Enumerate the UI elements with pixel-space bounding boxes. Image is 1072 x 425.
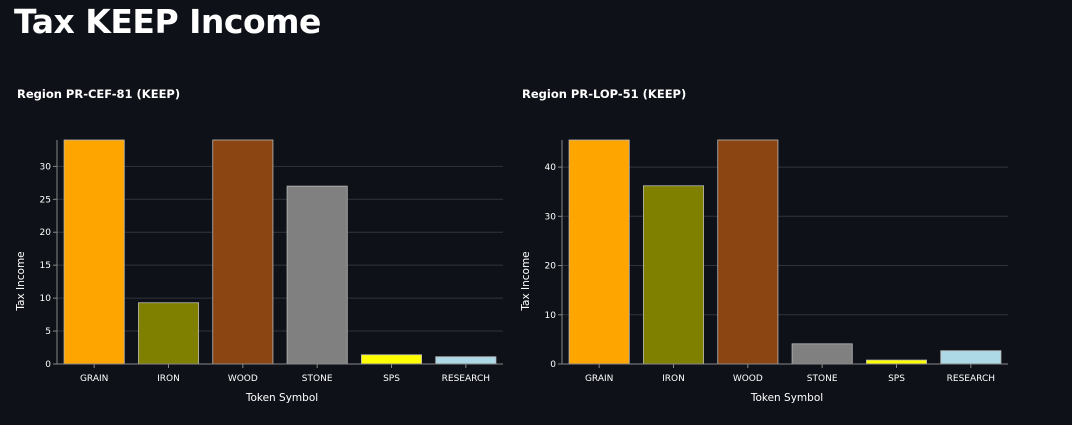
y-tick-label: 20 <box>545 262 557 272</box>
bar-stone <box>791 343 853 365</box>
chart-region-lop: Region PR-LOP-51 (KEEP) 0 10 20 30 40 GRAIN IR… <box>520 87 1008 404</box>
x-tick-label-grain: GRAIN <box>585 374 613 384</box>
bar-stone <box>286 185 348 365</box>
x-tick-label-research: RESEARCH <box>442 374 490 384</box>
y-tick-label: 5 <box>45 327 51 337</box>
bar-wood <box>717 139 779 365</box>
y-tick-label: 10 <box>545 311 557 321</box>
x-tick-label-wood: WOOD <box>228 374 258 384</box>
bar-iron <box>137 302 200 365</box>
x-tick-label-sps: SPS <box>888 374 905 384</box>
bar-sps <box>865 359 928 365</box>
x-tick-label-iron: IRON <box>662 374 685 384</box>
y-tick-label: 15 <box>40 261 51 271</box>
y-tick-label: 40 <box>545 163 557 173</box>
y-tick-label: 10 <box>40 294 52 304</box>
bar-grain <box>63 139 125 365</box>
bar-wood <box>212 139 274 365</box>
bar-sps <box>360 354 423 365</box>
y-tick-label: 30 <box>545 212 557 222</box>
y-axis-label: Tax Income <box>15 251 27 311</box>
chart-region-cef: Region PR-CEF-81 (KEEP) 0 5 10 15 20 25 30 GRAI… <box>15 87 503 404</box>
plot-area: 0 10 20 30 40 GRAIN IRON WOOD STONE SPS RESEARCH <box>545 139 1008 384</box>
x-axis-label: Token Symbol <box>750 392 823 404</box>
y-tick-label: 0 <box>45 360 51 370</box>
page-title: Tax KEEP Income <box>14 2 321 41</box>
x-tick-label-sps: SPS <box>383 374 400 384</box>
chart-title: Region PR-CEF-81 (KEEP) <box>17 87 180 101</box>
x-tick-label-iron: IRON <box>157 374 180 384</box>
y-tick-label: 20 <box>40 228 52 238</box>
x-axis-label: Token Symbol <box>245 392 318 404</box>
chart-title: Region PR-LOP-51 (KEEP) <box>522 87 686 101</box>
y-tick-label: 0 <box>550 360 556 370</box>
bar-grain <box>568 139 630 365</box>
y-tick-label: 25 <box>40 195 51 205</box>
x-tick-label-stone: STONE <box>807 374 838 384</box>
y-tick-label: 30 <box>40 162 52 172</box>
x-tick-label-stone: STONE <box>302 374 333 384</box>
bar-iron <box>642 185 705 365</box>
x-tick-label-research: RESEARCH <box>947 374 995 384</box>
y-axis-label: Tax Income <box>520 251 532 311</box>
x-tick-label-wood: WOOD <box>733 374 763 384</box>
bar-research <box>940 350 1002 365</box>
bar-research <box>435 356 497 365</box>
plot-area: 0 5 10 15 20 25 30 GRAIN IRON WOOD STONE SPS RESEARC… <box>40 139 503 384</box>
x-tick-label-grain: GRAIN <box>80 374 108 384</box>
